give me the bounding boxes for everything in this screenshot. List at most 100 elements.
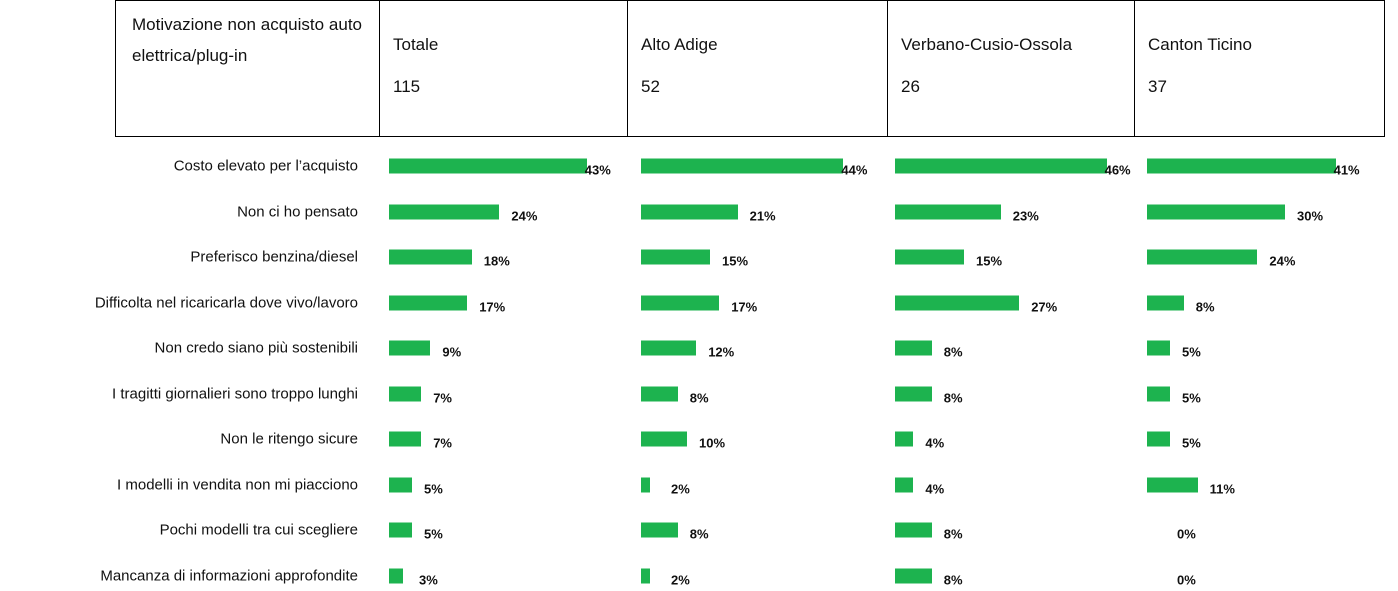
category-label: Non le ritengo sicure: [220, 430, 358, 448]
value-label: 18%: [483, 253, 510, 269]
value-label: 8%: [943, 572, 963, 587]
bar: [1147, 249, 1258, 265]
category-label: I modelli in vendita non mi piacciono: [117, 476, 358, 493]
bar: [389, 204, 500, 219]
value-label: 21%: [749, 208, 776, 223]
value-label: 4%: [925, 435, 945, 451]
value-label: 8%: [943, 390, 963, 405]
value-label: 5%: [1182, 435, 1201, 451]
bar: [895, 386, 932, 401]
value-label: 5%: [424, 526, 443, 542]
series-count: 115: [393, 77, 421, 96]
bar: [1147, 158, 1336, 174]
bar: [895, 249, 964, 265]
series-count: 37: [1148, 77, 1167, 96]
bar: [641, 386, 678, 401]
header-cell: Totale 115: [379, 0, 627, 137]
header-cell: Alto Adige 52: [627, 0, 887, 137]
value-label: 5%: [1182, 390, 1201, 405]
category-label: Mancanza di informazioni approfondite: [100, 567, 358, 584]
bar: [641, 340, 697, 356]
bar: [389, 522, 412, 538]
bar: [1147, 477, 1198, 492]
bar: [895, 568, 932, 583]
bar: [641, 522, 678, 538]
value-label: 44%: [841, 162, 868, 178]
series-name: Canton Ticino: [1148, 35, 1252, 54]
series-count: 52: [641, 77, 660, 96]
value-label: 0%: [1177, 526, 1196, 542]
bar: [641, 477, 651, 492]
value-label: 7%: [433, 435, 452, 451]
category-label: I tragitti giornalieri sono troppo lungh…: [112, 385, 358, 402]
bar: [895, 522, 932, 538]
value-label: 8%: [943, 526, 963, 542]
bar: [389, 340, 431, 356]
bar: [641, 295, 720, 310]
bar: [895, 340, 932, 356]
value-label: 24%: [1269, 253, 1296, 269]
value-label: 15%: [722, 253, 749, 269]
value-label: 5%: [424, 481, 443, 496]
value-label: 5%: [1182, 344, 1201, 360]
bar: [895, 477, 914, 492]
value-label: 10%: [699, 435, 726, 451]
value-label: 2%: [671, 572, 690, 587]
bar: [895, 295, 1020, 310]
series-count: 26: [901, 77, 920, 96]
bar: [389, 249, 472, 265]
header-cell: Motivazione non acquisto auto elettrica/…: [115, 0, 379, 137]
category-label: Preferisco benzina/diesel: [190, 248, 358, 266]
value-label: 41%: [1333, 162, 1360, 178]
value-label: 12%: [708, 344, 735, 360]
bar: [389, 477, 412, 492]
category-label: Non ci ho pensato: [237, 203, 358, 220]
bar: [389, 386, 422, 401]
value-label: 8%: [1195, 299, 1215, 314]
bar: [641, 204, 738, 219]
bar: [389, 568, 403, 583]
header-cell: Verbano-Cusio-Ossola 26: [887, 0, 1134, 137]
value-label: 8%: [689, 390, 709, 405]
value-label: 0%: [1177, 572, 1196, 587]
value-label: 4%: [925, 481, 945, 496]
bar: [389, 158, 587, 174]
bar: [895, 431, 914, 447]
category-label: Non credo siano più sostenibili: [154, 339, 358, 357]
header-cell: Canton Ticino 37: [1134, 0, 1385, 137]
value-label: 9%: [442, 344, 462, 360]
bar: [641, 249, 710, 265]
header-title: Motivazione non acquisto auto elettrica/…: [132, 15, 362, 65]
bar: [641, 431, 687, 447]
bar: [641, 158, 844, 174]
bar: [1147, 386, 1170, 401]
value-label: 43%: [584, 162, 611, 178]
value-label: 17%: [479, 299, 506, 314]
value-label: 23%: [1012, 208, 1039, 223]
value-label: 8%: [943, 344, 963, 360]
bar: [641, 568, 651, 583]
bar: [895, 204, 1001, 219]
value-label: 11%: [1209, 481, 1235, 496]
bar: [1147, 340, 1170, 356]
bar: [1147, 431, 1170, 447]
bar: [1147, 295, 1184, 310]
category-label: Difficolta nel ricaricarla dove vivo/lav…: [94, 294, 358, 311]
bar: [1147, 204, 1285, 219]
value-label: 7%: [433, 390, 452, 405]
series-name: Verbano-Cusio-Ossola: [901, 35, 1073, 54]
bar: [389, 295, 468, 310]
value-label: 24%: [511, 208, 538, 223]
value-label: 3%: [419, 572, 438, 587]
series-name: Alto Adige: [641, 35, 718, 54]
series-name: Totale: [393, 35, 439, 54]
bar: [389, 431, 422, 447]
value-label: 27%: [1031, 299, 1058, 314]
value-label: 8%: [689, 526, 709, 542]
category-label: Costo elevato per l’acquisto: [173, 157, 358, 175]
bar: [895, 158, 1107, 174]
value-label: 46%: [1104, 162, 1131, 178]
value-label: 15%: [976, 253, 1003, 269]
category-label: Pochi modelli tra cui scegliere: [159, 521, 358, 539]
